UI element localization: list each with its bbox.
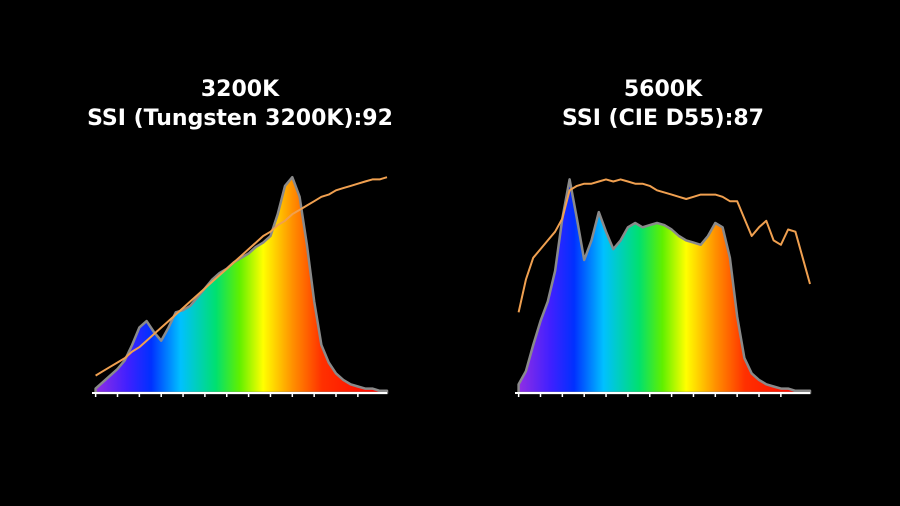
chart-title: 3200K — [201, 77, 280, 102]
chart-subtitle: SSI (Tungsten 3200K):92 — [87, 106, 393, 131]
spectrum-area — [517, 178, 812, 395]
reference-line — [95, 176, 388, 377]
reference-line — [517, 178, 811, 313]
chart-title: 5600K — [624, 77, 703, 102]
spectrum-area — [94, 175, 389, 395]
chart-subtitle: SSI (CIE D55):87 — [562, 106, 764, 131]
